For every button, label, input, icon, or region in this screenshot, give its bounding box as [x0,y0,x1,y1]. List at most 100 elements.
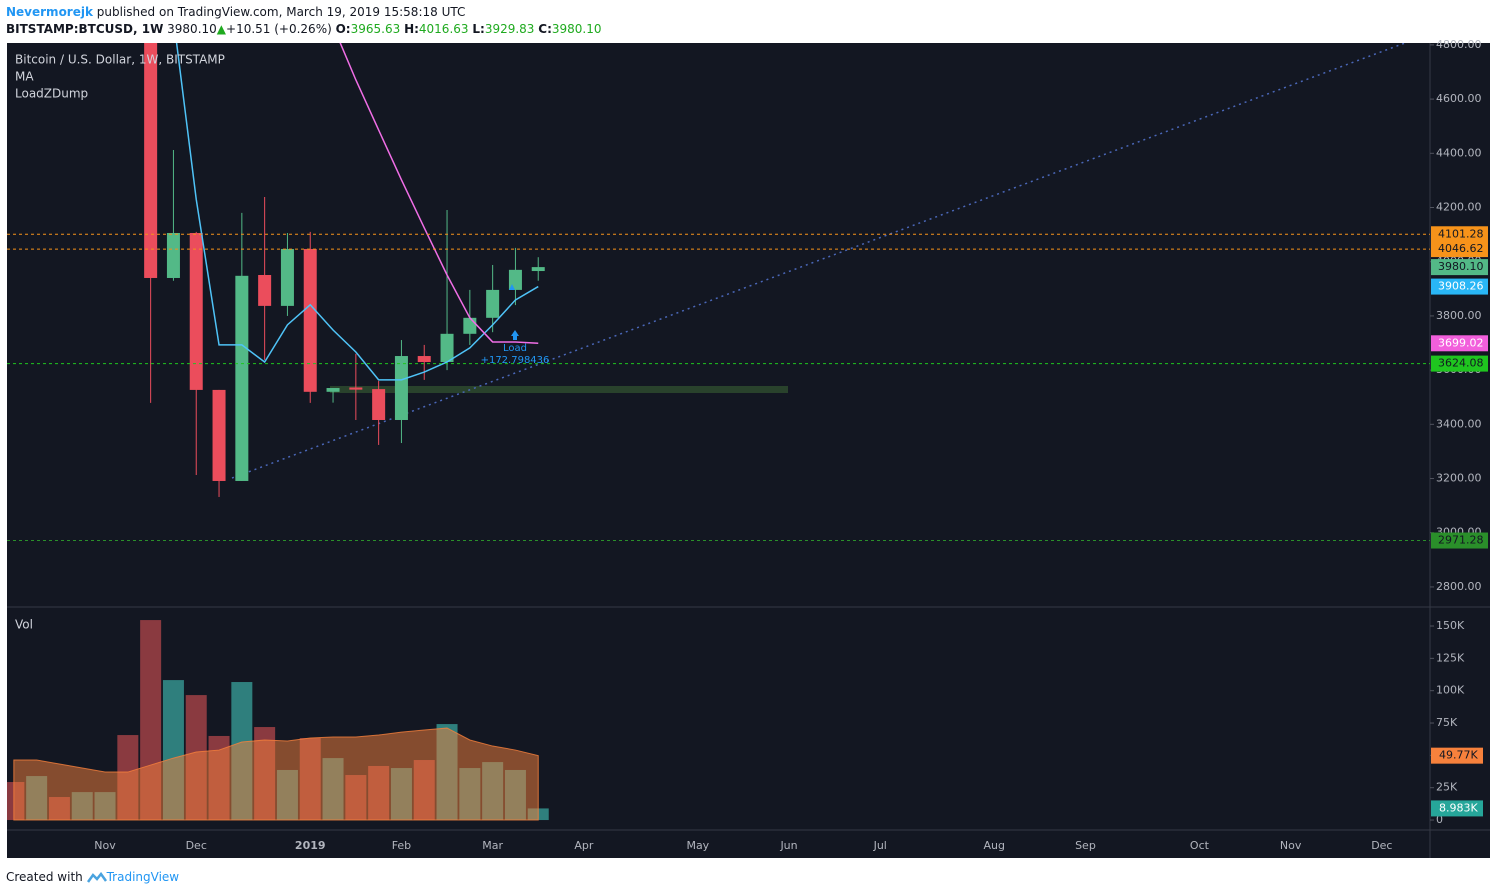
ohlc-key: O: [335,22,351,36]
x-tick-label: 2019 [295,839,326,852]
legend-item: MA [15,70,34,84]
load-annotation: Load +172.798436 [481,284,550,366]
zone [330,386,788,393]
annotation: +172.798436 [481,355,550,366]
y-tick-label: 0 [1436,813,1443,826]
legend: Bitcoin / U.S. Dollar, 1W, BITSTAMP MA L… [15,53,225,632]
price-label-box [1431,259,1488,276]
y-tick-label: 4600.00 [1436,92,1482,105]
y-tick-label: 4400.00 [1436,146,1482,159]
chart: 2800.003000.003200.003400.003600.003800.… [7,38,1490,858]
brand[interactable]: TradingView [106,870,180,884]
legend-title: Bitcoin / U.S. Dollar, 1W, BITSTAMP [15,53,225,67]
price-label-box [1431,278,1488,295]
symbol: BITSTAMP:BTCUSD, 1W [6,22,164,36]
change: +10.51 (+0.26%) [226,22,332,36]
symbol-line: BITSTAMP:BTCUSD, 1W 3980.10▲+10.51 (+0.2… [6,22,602,36]
price-label: 3980.10 [1438,260,1484,273]
price-label: 2971.28 [1438,534,1484,547]
y-tick-label: 150K [1436,619,1465,632]
ohlc-value: 4016.63 [418,22,469,36]
candle-body [417,356,431,362]
created-with: Created with [6,870,83,884]
y-tick-label: 75K [1436,716,1458,729]
ohlc-value: 3980.10 [551,22,602,36]
volume-label-box [1431,747,1483,764]
y-tick-label: 3400.00 [1436,417,1482,430]
ohlc-value: 3965.63 [350,22,401,36]
x-tick-label: Mar [482,839,503,852]
published: published on TradingView.com, March 19, … [96,5,466,19]
author[interactable]: Nevermorejk [6,5,93,19]
ohlc-key: C: [538,22,552,36]
trend-line [231,43,1406,479]
annotation: Load [503,343,527,354]
x-tick-label: Aug [983,839,1004,852]
y-tick-label: 4200.00 [1436,201,1482,214]
logo [86,871,107,883]
y-tick-label: 100K [1436,684,1465,697]
arrow: ▲ [216,22,227,36]
price-pane [7,43,1430,542]
price-label: 3908.26 [1438,280,1484,293]
ohlc-key: H: [404,22,419,36]
x-tick-label: Nov [1280,839,1302,852]
candle-body [486,289,500,318]
last-price: 3980.10 [167,22,217,36]
y-tick-label: 125K [1436,651,1465,664]
candle-body [280,248,294,306]
x-tick-label: Feb [392,839,411,852]
candle-body [394,356,408,420]
axes: 2800.003000.003200.003400.003600.003800.… [94,38,1488,852]
x-tick-label: Sep [1075,839,1096,852]
x-tick-label: Dec [186,839,207,852]
candle-body [372,389,386,420]
price-label: 3699.02 [1438,336,1484,349]
price-label-box [1431,532,1488,549]
price-label-box [1431,226,1488,243]
x-tick-label: Nov [94,839,116,852]
y-tick-label: 2800.00 [1436,580,1482,593]
price-label: 3624.08 [1438,357,1484,370]
volume-label: 8.983K [1439,801,1478,814]
x-tick-label: May [686,839,709,852]
candle-body [326,388,340,392]
candle-body [258,274,272,306]
candle-body [531,267,545,272]
footer: Created with TradingView [6,870,179,884]
chart-background [7,43,1490,858]
ohlc-key: L: [472,22,485,36]
y-tick-label: 3800.00 [1436,309,1482,322]
price-label-box [1431,241,1488,258]
candle-body [144,43,158,278]
load-arrow [511,330,519,340]
x-tick-label: Jul [873,839,887,852]
y-tick-label: 25K [1436,781,1458,794]
price-label-box [1431,355,1488,372]
candle-body [212,389,226,481]
volume-title: Vol [15,618,33,632]
candle-body [440,333,454,362]
y-tick-label: 3200.00 [1436,472,1482,485]
ohlc-value: 3929.83 [484,22,535,36]
candle-body [303,248,317,392]
price-label-box [1431,335,1488,352]
candle-body [235,275,249,481]
x-tick-label: Jun [779,839,797,852]
price-label: 4101.28 [1438,227,1484,240]
marker [509,284,515,290]
legend-item: LoadZDump [15,87,88,101]
candle-body [463,317,477,334]
candle-body [166,232,180,278]
volume-pane [7,620,549,821]
x-tick-label: Apr [574,839,594,852]
volume-label-box [1431,800,1483,817]
candle-body [189,232,203,390]
volume-label: 49.77K [1439,749,1478,762]
x-tick-label: Oct [1190,839,1210,852]
volume-ma-area [13,727,539,821]
ma-line [175,43,539,381]
publish-line: Nevermorejk published on TradingView.com… [6,5,465,19]
y-tick-label: 4800.00 [1436,38,1482,51]
